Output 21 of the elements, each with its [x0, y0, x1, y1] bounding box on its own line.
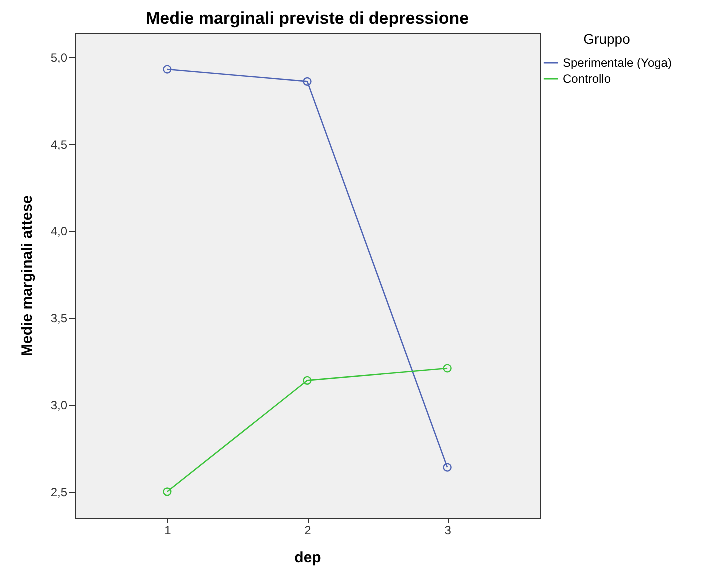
legend-label: Sperimentale (Yoga) — [563, 56, 672, 70]
point — [163, 488, 172, 496]
x-tick-label: 2 — [304, 524, 312, 538]
y-tick-label: 5,0 — [50, 50, 68, 65]
y-tick-label: 3,0 — [50, 398, 68, 413]
x-tick-label: 3 — [444, 524, 452, 538]
y-tick-label: 4,5 — [50, 138, 68, 152]
legend-title: Gruppo — [584, 31, 631, 47]
y-tick-label: 2,5 — [50, 485, 68, 500]
x-axis-title: dep — [294, 550, 322, 566]
point — [163, 65, 172, 74]
point — [303, 376, 312, 385]
x-tick-label: 1 — [164, 524, 172, 538]
point — [303, 77, 312, 86]
legend-label: Controllo — [563, 72, 612, 86]
point — [443, 463, 452, 472]
y-tick-label: 3,5 — [50, 312, 68, 326]
chart-title: Medie marginali previste di depressione — [146, 9, 470, 28]
y-tick-label: 4,0 — [50, 224, 68, 239]
y-axis-title: Medie marginali attese — [18, 196, 36, 356]
point — [443, 364, 452, 373]
